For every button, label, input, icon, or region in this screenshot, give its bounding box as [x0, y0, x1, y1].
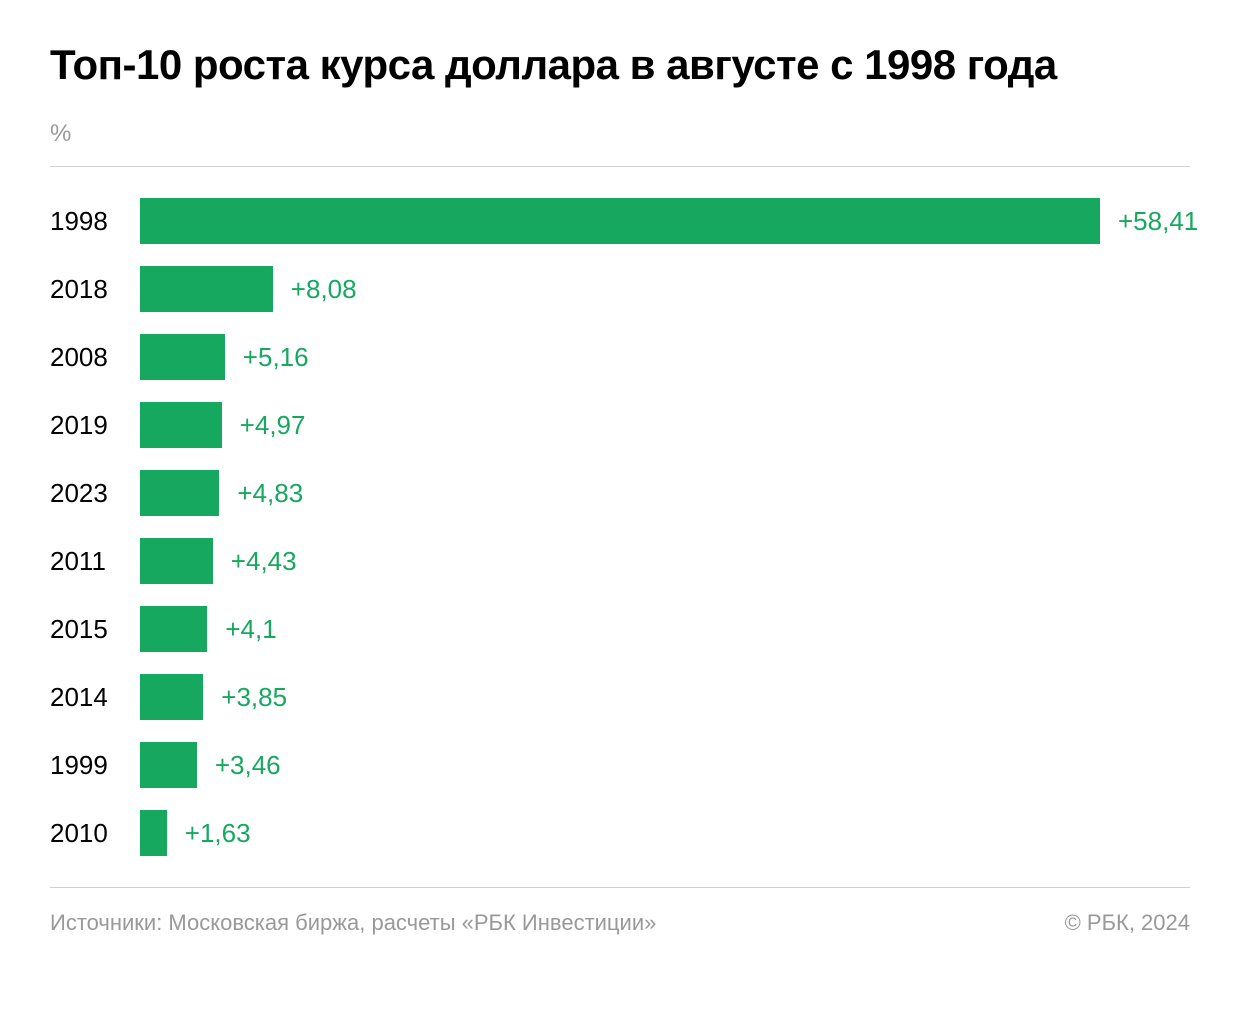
bar: [140, 742, 197, 788]
bar-track: +4,97: [140, 391, 1190, 459]
bar-row: 2010 +1,63: [50, 799, 1190, 867]
bar-category: 2010: [50, 818, 140, 849]
bar-row: 1998+58,41: [50, 187, 1190, 255]
bar: [140, 334, 225, 380]
bar-category: 2015: [50, 614, 140, 645]
bar-value: +4,97: [240, 410, 306, 441]
chart-footer: Источники: Московская биржа, расчеты «РБ…: [50, 888, 1190, 936]
chart-area: 1998+58,41 2018 +8,08 2008 +5,16 2019 +4,97 202…: [50, 167, 1190, 887]
bar-track: +4,43: [140, 527, 1190, 595]
bar: [140, 266, 273, 312]
bar-category: 2008: [50, 342, 140, 373]
bar: [140, 538, 213, 584]
chart-title: Топ-10 роста курса доллара в августе с 1…: [50, 40, 1190, 90]
bar-category: 2011: [50, 546, 140, 577]
bar-value: +4,83: [237, 478, 303, 509]
bar-row: 2019 +4,97: [50, 391, 1190, 459]
unit-label: %: [50, 120, 1190, 148]
bar-track: +8,08: [140, 255, 1190, 323]
bar-category: 2023: [50, 478, 140, 509]
credit-text: © РБК, 2024: [1065, 910, 1190, 936]
bar-category: 1999: [50, 750, 140, 781]
bar-row: 2018 +8,08: [50, 255, 1190, 323]
bar-track: +1,63: [140, 799, 1190, 867]
bar-row: 2014 +3,85: [50, 663, 1190, 731]
bar-category: 1998: [50, 206, 140, 237]
bar-value: +58,41: [1118, 206, 1198, 237]
bar-category: 2019: [50, 410, 140, 441]
bar-track: +5,16: [140, 323, 1190, 391]
bar-row: 2008 +5,16: [50, 323, 1190, 391]
bar-track: +4,1: [140, 595, 1190, 663]
bar-value: +4,1: [225, 614, 276, 645]
bar-value: +3,85: [221, 682, 287, 713]
bar: [140, 402, 222, 448]
bar-row: 2015 +4,1: [50, 595, 1190, 663]
source-text: Источники: Московская биржа, расчеты «РБ…: [50, 910, 656, 936]
bar-value: +1,63: [185, 818, 251, 849]
bar-row: 2023 +4,83: [50, 459, 1190, 527]
bar: [140, 606, 207, 652]
bar-value: +5,16: [243, 342, 309, 373]
bar-track: +3,46: [140, 731, 1190, 799]
bar-category: 2014: [50, 682, 140, 713]
bar-track: +3,85: [140, 663, 1190, 731]
bar: [140, 470, 219, 516]
bar-value: +8,08: [291, 274, 357, 305]
bar: [140, 810, 167, 856]
bar-row: 2011 +4,43: [50, 527, 1190, 595]
bar-track: +58,41: [140, 187, 1198, 255]
bar-value: +3,46: [215, 750, 281, 781]
bar-track: +4,83: [140, 459, 1190, 527]
bar: [140, 198, 1100, 244]
bar-category: 2018: [50, 274, 140, 305]
bar-value: +4,43: [231, 546, 297, 577]
bar: [140, 674, 203, 720]
bar-row: 1999 +3,46: [50, 731, 1190, 799]
